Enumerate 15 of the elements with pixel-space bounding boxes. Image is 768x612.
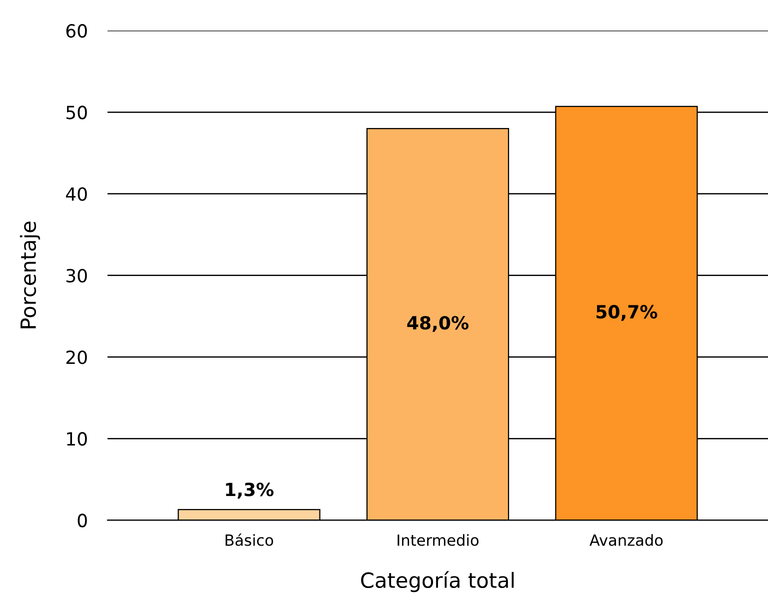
y-tick-label: 0 (78, 514, 87, 528)
y-tick-label: 30 (66, 268, 87, 283)
y-tick-label: 20 (66, 350, 87, 364)
data-label: 1,3% (226, 482, 274, 499)
data-label: 50,7% (596, 304, 658, 321)
x-tick-label: Básico (226, 533, 274, 546)
x-tick-label: Avanzado (590, 534, 663, 546)
y-tick-label: 10 (67, 432, 87, 446)
y-tick-label: 40 (66, 187, 87, 201)
y-tick-label: 50 (66, 106, 87, 120)
x-axis-title: Categoría total (361, 571, 514, 592)
y-tick-label: 60 (66, 24, 87, 38)
x-tick-label: Intermedio (398, 534, 479, 546)
data-label: 48,0% (407, 316, 469, 332)
y-axis-title: Porcentaje (20, 222, 40, 328)
